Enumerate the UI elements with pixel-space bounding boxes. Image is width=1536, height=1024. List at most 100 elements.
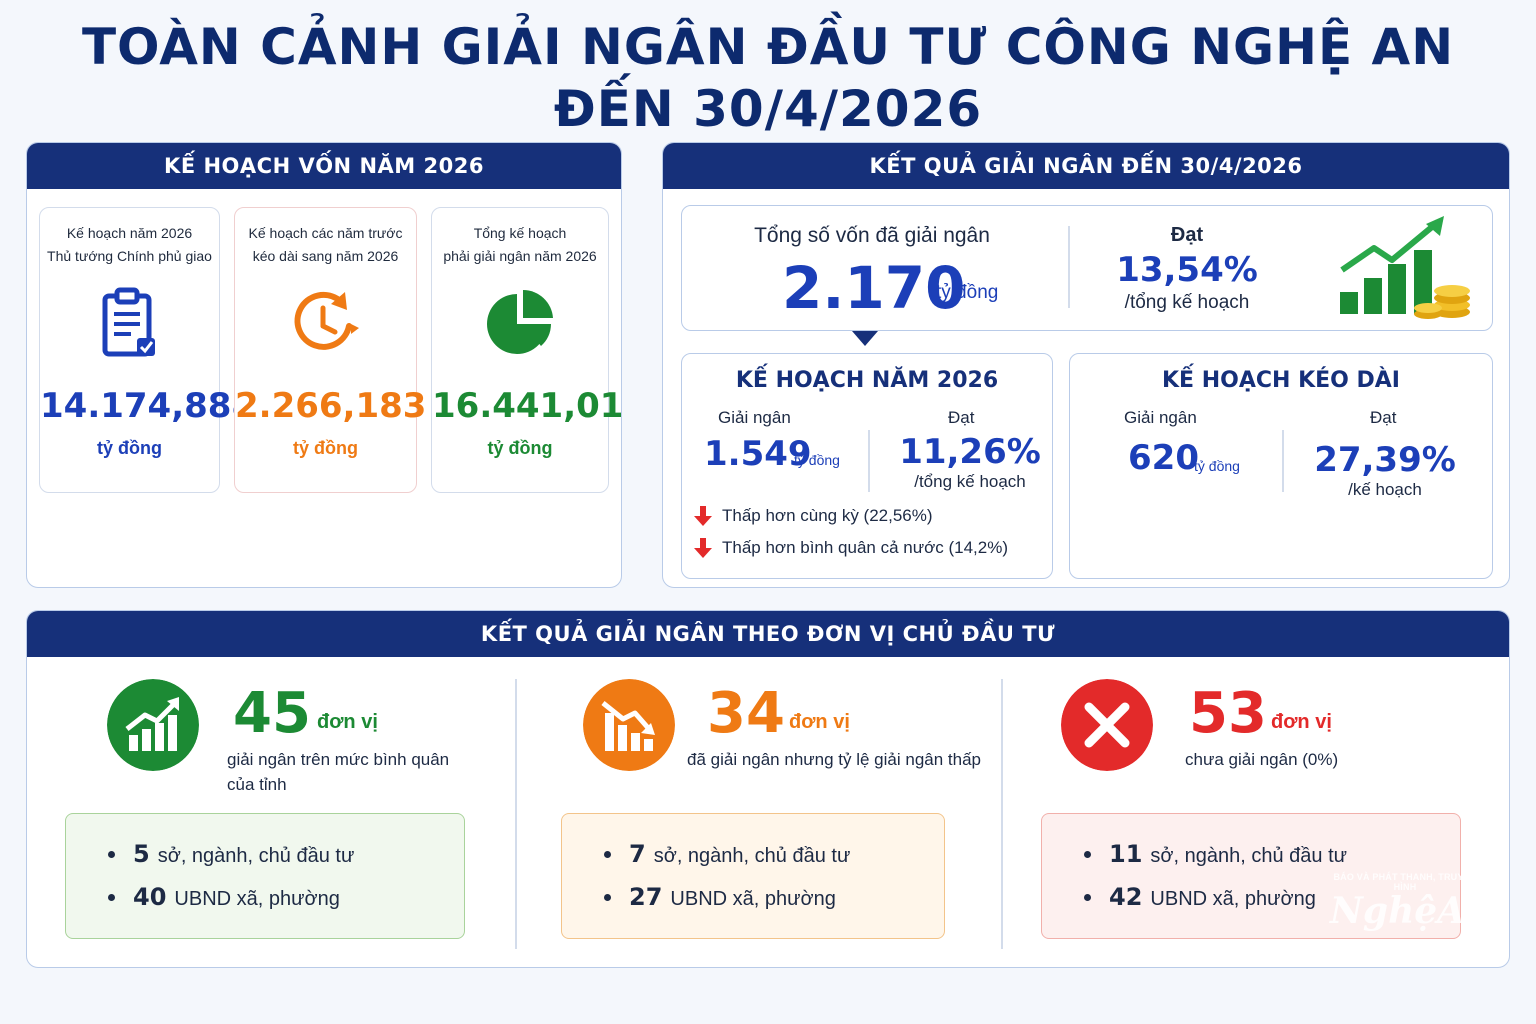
note-lower-same-period: Thấp hơn cùng kỳ (22,56%) — [694, 506, 933, 526]
caption-line2: kéo dài sang năm 2026 — [252, 248, 399, 264]
note-lower-national-average: Thấp hơn bình quân cả nước (14,2%) — [694, 538, 1008, 558]
close-x-icon — [1061, 679, 1153, 771]
clipboard-check-icon — [102, 287, 155, 357]
clock-refresh-icon — [294, 291, 359, 350]
item-number: 40 — [133, 883, 167, 911]
unit-panel: KẾT QUẢ GIẢI NGÂN THEO ĐƠN VỊ CHỦ ĐẦU TƯ… — [26, 610, 1510, 968]
group-count: 45 — [233, 681, 311, 746]
total-value: 2.170 — [782, 254, 966, 322]
group-description: giải ngân trên mức bình quân của tỉnh — [227, 747, 449, 797]
divider — [868, 430, 870, 492]
caption-line1: Kế hoạch các năm trước — [248, 225, 403, 241]
plan-card-caption: Kế hoạch năm 2026 Thủ tướng Chính phủ gi… — [44, 222, 215, 268]
caption-line1: Kế hoạch năm 2026 — [66, 225, 193, 241]
desc-line1: đã giải ngân nhưng tỷ lệ giải ngân thấp — [687, 750, 981, 769]
item-number: 11 — [1109, 840, 1143, 868]
plan-2026-disbursed-value: 1.549 — [704, 434, 812, 474]
plan-2026-box: KẾ HOẠCH NĂM 2026 Giải ngân 1.549 tỷ đồn… — [681, 353, 1053, 579]
plan-panel: KẾ HOẠCH VỐN NĂM 2026 Kế hoạch năm 2026 … — [26, 142, 622, 588]
group-description: chưa giải ngân (0%) — [1185, 747, 1338, 772]
list-item: 40 UBND xã, phường — [66, 883, 464, 926]
total-achieved-label: Đạt — [1170, 224, 1204, 246]
plan-2026-title: KẾ HOẠCH NĂM 2026 — [735, 368, 999, 393]
growth-chart-coins-icon — [1340, 216, 1470, 319]
extended-achieved-sub: /kế hoạch — [1348, 480, 1422, 499]
plan-card-unit: tỷ đồng — [487, 438, 553, 458]
total-unit: tỷ đồng — [936, 282, 999, 303]
list-item: 11 sở, ngành, chủ đầu tư — [1042, 840, 1460, 883]
plan-card-caption: Tổng kế hoạch phải giải ngân năm 2026 — [436, 222, 604, 268]
plan-card-extended: Kế hoạch các năm trước kéo dài sang năm … — [234, 207, 427, 493]
caption-line2: phải giải ngân năm 2026 — [443, 248, 597, 264]
extended-achieved-value: 27,39% — [1314, 440, 1456, 480]
list-item: 7 sở, ngành, chủ đầu tư — [562, 840, 944, 883]
total-achieved-sub: /tổng kế hoạch — [1124, 292, 1250, 313]
list-item: 27 UBND xã, phường — [562, 883, 944, 926]
item-text: UBND xã, phường — [670, 888, 836, 910]
item-text: sở, ngành, chủ đầu tư — [157, 845, 355, 867]
group-count: 53 — [1189, 681, 1267, 746]
plan-2026-achieved-value: 11,26% — [899, 432, 1041, 472]
total-disbursed-box: Tổng số vốn đã giải ngân 2.170 tỷ đồng Đ… — [681, 205, 1493, 331]
plan-2026-achieved-sub: /tổng kế hoạch — [914, 472, 1026, 491]
group-breakdown-list: 11 sở, ngành, chủ đầu tư 42 UBND xã, phườn… — [1041, 813, 1461, 939]
total-achieved-value: 13,54% — [1116, 250, 1258, 290]
extended-plan-title: KẾ HOẠCH KÉO DÀI — [1161, 368, 1400, 393]
item-number: 42 — [1109, 883, 1143, 911]
newspaper-logo-watermark: BÁO VÀ PHÁT THANH, TRUYỀN HÌNH NghệAn — [1330, 872, 1492, 932]
pie-chart-icon — [487, 289, 553, 354]
item-text: UBND xã, phường — [1150, 888, 1316, 910]
trend-down-bars-icon — [583, 679, 675, 771]
plan-card-unit: tỷ đồng — [293, 438, 358, 458]
item-number: 27 — [629, 883, 663, 911]
group-unit: đơn vị — [1271, 711, 1332, 733]
plan-2026-achieved-label: Đạt — [948, 408, 975, 427]
plan-2026-disbursed-unit: tỷ đồng — [794, 452, 840, 468]
extended-disbursed-unit: tỷ đồng — [1194, 458, 1240, 474]
extended-disbursed-value: 620 — [1128, 438, 1199, 478]
note-text: Thấp hơn bình quân cả nước (14,2%) — [722, 538, 1009, 557]
plan-card-unit: tỷ đồng — [97, 438, 162, 458]
list-item: 42 UBND xã, phường — [1042, 883, 1460, 926]
caption-line1: Tổng kế hoạch — [473, 225, 567, 241]
plan-2026-disbursed-label: Giải ngân — [718, 408, 791, 427]
column-divider — [1001, 679, 1003, 949]
column-divider — [515, 679, 517, 949]
caption-line2: Thủ tướng Chính phủ giao — [47, 248, 212, 264]
plan-card-value: 16.441,017 — [432, 386, 622, 426]
note-text: Thấp hơn cùng kỳ (22,56%) — [722, 506, 933, 525]
page-title-line2: ĐẾN 30/4/2026 — [553, 80, 983, 138]
group-breakdown-list: 5 sở, ngành, chủ đầu tư 40 UBND xã, phường — [65, 813, 465, 939]
extended-achieved-label: Đạt — [1370, 408, 1397, 427]
item-text: sở, ngành, chủ đầu tư — [1150, 845, 1348, 867]
extended-plan-box: KẾ HOẠCH KÉO DÀI Giải ngân 620 tỷ đồng Đ… — [1069, 353, 1493, 579]
watermark-line2: NghệAn — [1330, 890, 1492, 932]
divider — [1282, 430, 1284, 492]
page-title-line1: TOÀN CẢNH GIẢI NGÂN ĐẦU TƯ CÔNG NGHỆ AN — [81, 18, 1455, 76]
plan-card-value: 2.266,183 — [235, 386, 427, 426]
desc-line2: của tỉnh — [227, 775, 287, 794]
desc-line1: giải ngân trên mức bình quân — [227, 750, 450, 769]
arrow-down-icon — [694, 538, 712, 558]
group-description: đã giải ngân nhưng tỷ lệ giải ngân thấp — [687, 747, 981, 772]
item-number: 5 — [133, 840, 150, 868]
result-panel-title: KẾT QUẢ GIẢI NGÂN ĐẾN 30/4/2026 — [663, 143, 1509, 189]
unit-panel-title: KẾT QUẢ GIẢI NGÂN THEO ĐƠN VỊ CHỦ ĐẦU TƯ — [27, 611, 1509, 657]
arrow-down-icon — [694, 506, 712, 526]
trend-up-bars-icon — [107, 679, 199, 771]
watermark-line1: BÁO VÀ PHÁT THANH, TRUYỀN HÌNH — [1333, 872, 1477, 892]
group-unit: đơn vị — [317, 711, 378, 733]
item-text: sở, ngành, chủ đầu tư — [653, 845, 851, 867]
item-number: 7 — [629, 840, 646, 868]
group-breakdown-list: 7 sở, ngành, chủ đầu tư 27 UBND xã, phường — [561, 813, 945, 939]
total-caption: Tổng số vốn đã giải ngân — [754, 224, 990, 247]
pointer-arrow — [852, 331, 878, 346]
plan-card-value: 14.174,888 — [40, 386, 256, 426]
item-text: UBND xã, phường — [174, 888, 340, 910]
plan-card-total: Tổng kế hoạch phải giải ngân năm 2026 16… — [431, 207, 622, 493]
group-unit: đơn vị — [789, 711, 850, 733]
divider — [1068, 226, 1070, 308]
result-panel: KẾT QUẢ GIẢI NGÂN ĐẾN 30/4/2026 Tổng số … — [662, 142, 1510, 588]
desc-line1: chưa giải ngân (0%) — [1185, 750, 1339, 769]
group-count: 34 — [707, 681, 785, 746]
